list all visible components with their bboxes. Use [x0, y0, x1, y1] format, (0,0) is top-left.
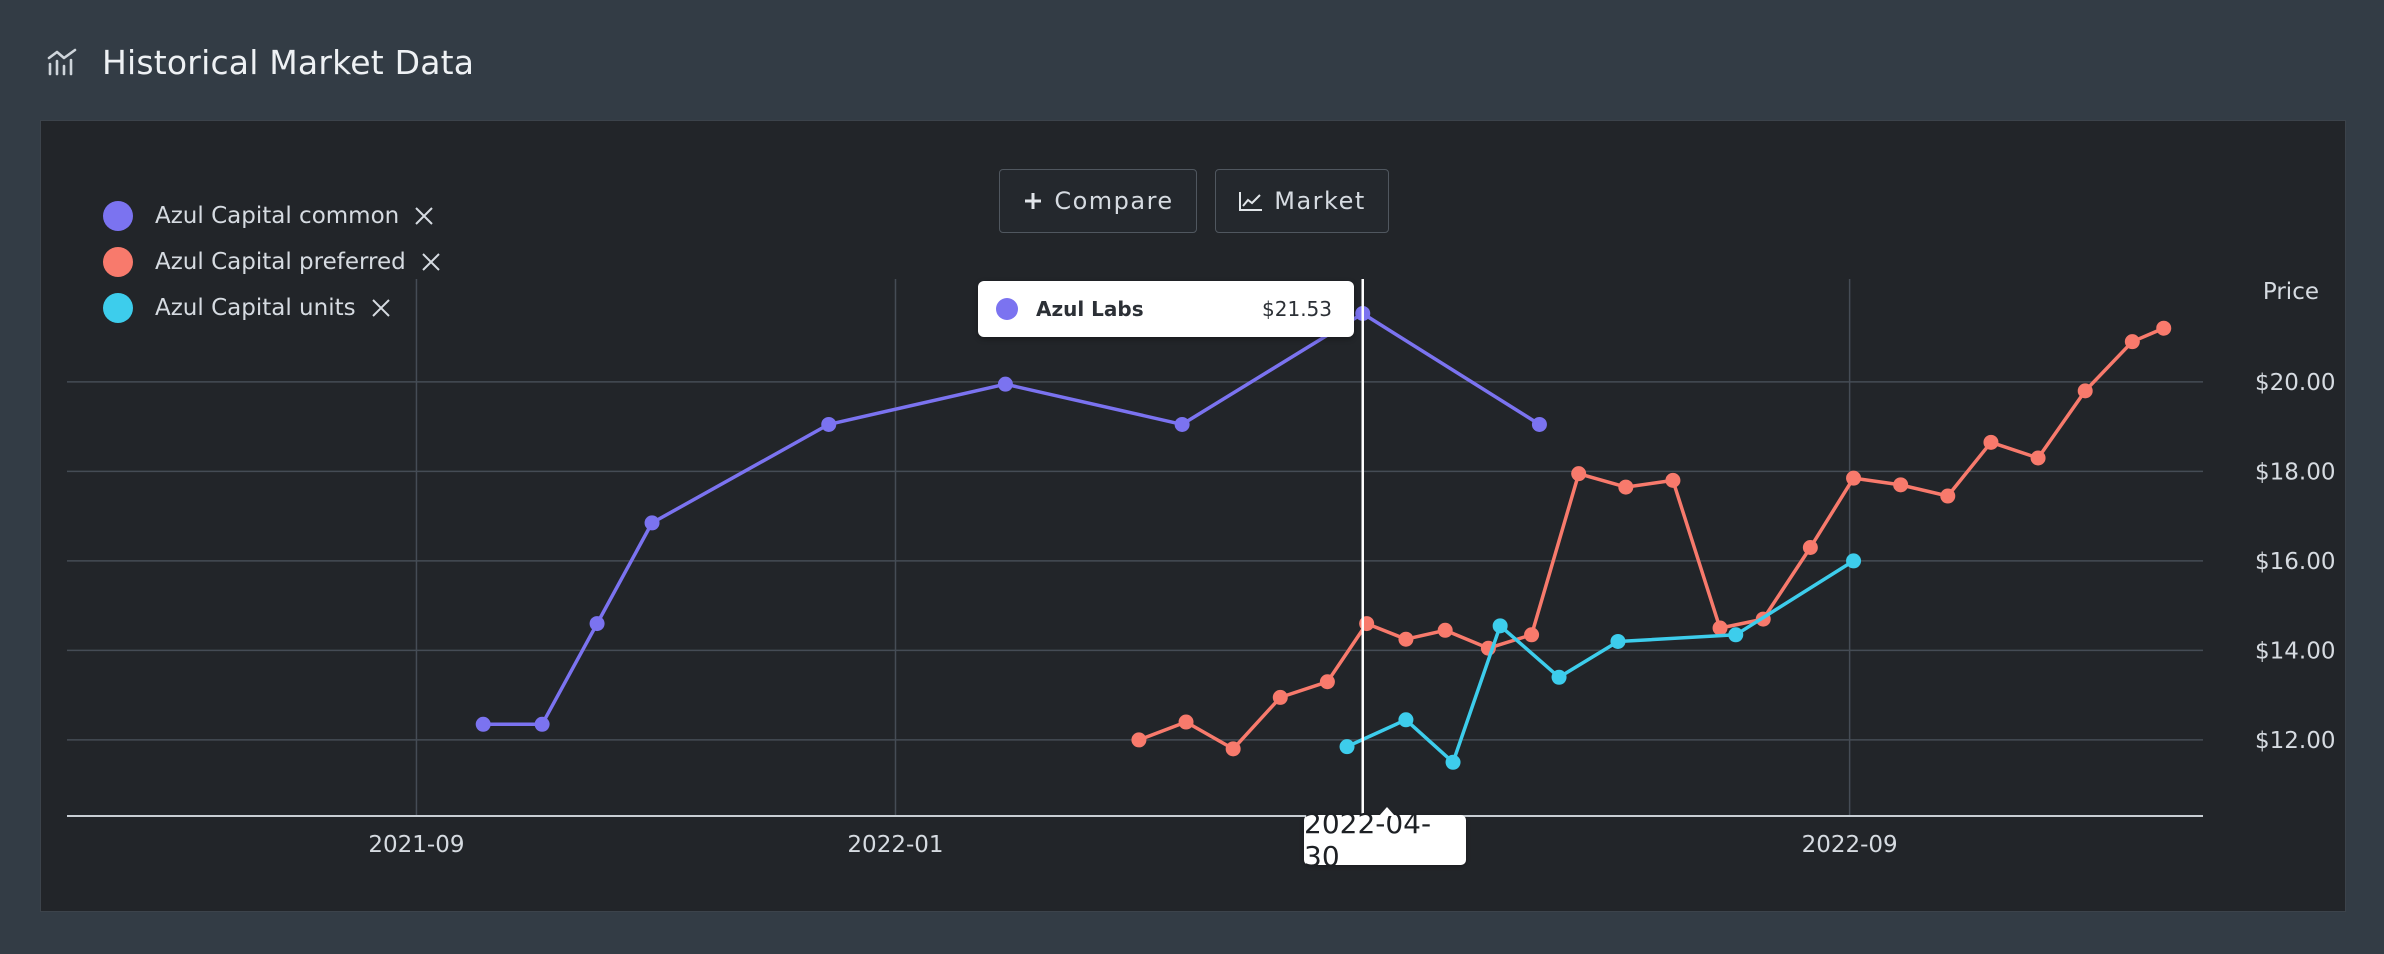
series-line: [483, 311, 1541, 727]
data-point: [1272, 689, 1288, 705]
data-point: [2077, 383, 2093, 399]
data-point: [1802, 540, 1818, 555]
data-point: [821, 416, 837, 432]
crosshair-date-badge: 2022-04-30: [1304, 807, 1466, 873]
trend-chart-icon: [1239, 192, 1263, 211]
data-point: [1846, 470, 1862, 486]
legend-label-units: Azul Capital units: [155, 295, 356, 321]
compare-button[interactable]: Compare: [999, 169, 1197, 233]
data-point: [1359, 616, 1375, 632]
data-point: [1398, 712, 1414, 728]
data-point: [1178, 714, 1194, 730]
close-icon[interactable]: [366, 293, 396, 323]
data-point: [1339, 739, 1355, 755]
data-point: [1665, 472, 1681, 488]
data-point: [1492, 618, 1508, 634]
data-point: [1940, 488, 1956, 504]
y-tick-label: $18.00: [2255, 459, 2335, 485]
data-point: [2030, 450, 2046, 466]
tooltip-value: $21.53: [1262, 297, 1332, 321]
data-point: [475, 716, 491, 732]
page-header: Historical Market Data: [44, 36, 474, 88]
plus-icon: [1025, 193, 1042, 209]
series-line: [1346, 559, 1855, 765]
tooltip-dot: [996, 298, 1018, 320]
data-point: [1846, 553, 1862, 569]
chart-icon: [47, 48, 77, 76]
y-tick-label: $14.00: [2255, 638, 2335, 664]
data-point: [2156, 320, 2172, 336]
y-tick-label: $12.00: [2255, 728, 2335, 754]
data-point: [997, 376, 1013, 392]
y-axis-title: Price: [2263, 279, 2319, 305]
data-point: [2124, 334, 2140, 350]
data-point: [1618, 479, 1634, 495]
legend-dot-common: [103, 201, 133, 231]
close-icon[interactable]: [409, 201, 439, 231]
hover-tooltip: Azul Labs $21.53: [978, 281, 1354, 337]
legend-item-units[interactable]: Azul Capital units: [103, 285, 446, 331]
data-point: [534, 716, 550, 732]
legend-dot-units: [103, 293, 133, 323]
page-title: Historical Market Data: [102, 42, 475, 82]
legend-label-preferred: Azul Capital preferred: [155, 249, 406, 275]
data-point: [1712, 620, 1728, 636]
data-point: [1225, 741, 1241, 757]
x-tick-label: 2021-09: [368, 832, 464, 858]
data-point: [1983, 434, 1999, 450]
compare-label: Compare: [1054, 187, 1174, 215]
price-chart[interactable]: $12.00 $14.00 $16.00 $18.00 $20.00 2021-09 202…: [41, 121, 2345, 911]
tooltip-name: Azul Labs: [1036, 297, 1144, 321]
data-point: [589, 616, 605, 632]
data-point: [1398, 631, 1414, 647]
y-tick-label: $20.00: [2255, 370, 2335, 396]
data-point: [1437, 622, 1453, 638]
legend-item-common[interactable]: Azul Capital common: [103, 193, 446, 239]
data-point: [1571, 466, 1587, 482]
legend-label-common: Azul Capital common: [155, 203, 400, 229]
legend-dot-preferred: [103, 247, 133, 277]
data-point: [1893, 477, 1909, 493]
y-tick-label: $16.00: [2255, 549, 2335, 575]
data-point: [1174, 416, 1190, 432]
data-point: [1728, 627, 1744, 643]
data-point: [1524, 627, 1540, 643]
data-point: [1551, 669, 1567, 685]
market-button[interactable]: Market: [1215, 169, 1389, 233]
x-tick-label: 2022-01: [847, 832, 943, 858]
chart-panel: $12.00 $14.00 $16.00 $18.00 $20.00 2021-09 202…: [40, 120, 2346, 912]
data-point: [1319, 674, 1335, 690]
data-point: [1445, 754, 1461, 770]
data-point: [1531, 416, 1547, 432]
close-icon[interactable]: [416, 247, 446, 277]
data-point: [644, 515, 660, 531]
x-tick-label: 2022-09: [1802, 832, 1898, 858]
series-line: [1138, 326, 2165, 751]
market-label: Market: [1274, 187, 1366, 215]
chart-legend: Azul Capital common Azul Capital preferr…: [103, 193, 446, 331]
legend-item-preferred[interactable]: Azul Capital preferred: [103, 239, 446, 285]
data-point: [1610, 633, 1626, 649]
data-point: [1131, 732, 1147, 748]
